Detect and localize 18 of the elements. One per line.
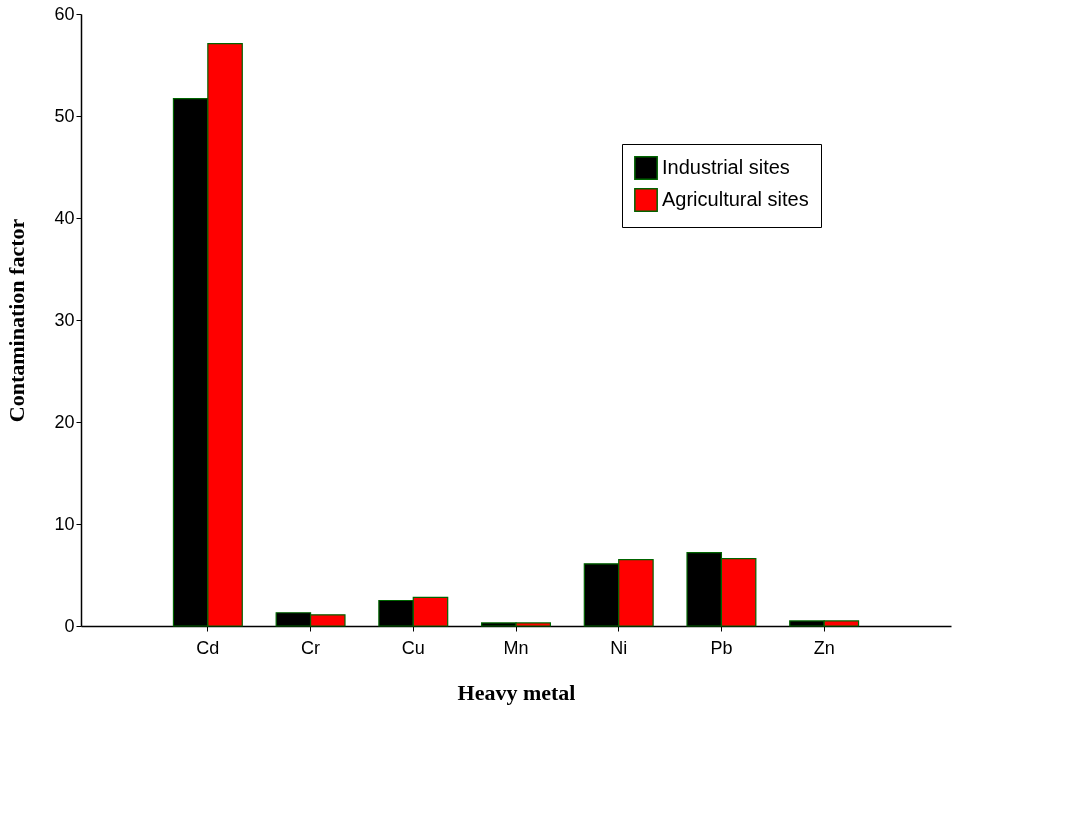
x-tick-label: Zn [813,637,835,658]
legend-label: Agricultural sites [662,188,809,210]
x-tick-label: Cu [401,637,425,658]
x-tick-label: Cr [301,637,321,658]
y-tick-label: 30 [54,309,75,330]
y-tick-label: 40 [54,207,75,228]
legend-label: Industrial sites [662,156,790,178]
x-tick-label: Pb [710,637,733,658]
y-tick-label: 50 [54,105,75,126]
y-tick-label: 10 [54,513,75,534]
y-axis-title: Contamination factor [4,218,30,423]
x-tick-label: Mn [503,637,529,658]
y-tick-label: 0 [64,615,75,636]
y-tick-label: 20 [54,411,75,432]
x-tick-label: Cd [196,637,220,658]
x-axis-title: Heavy metal [457,679,576,705]
y-tick-label: 60 [54,3,75,24]
x-tick-label: Ni [610,637,628,658]
